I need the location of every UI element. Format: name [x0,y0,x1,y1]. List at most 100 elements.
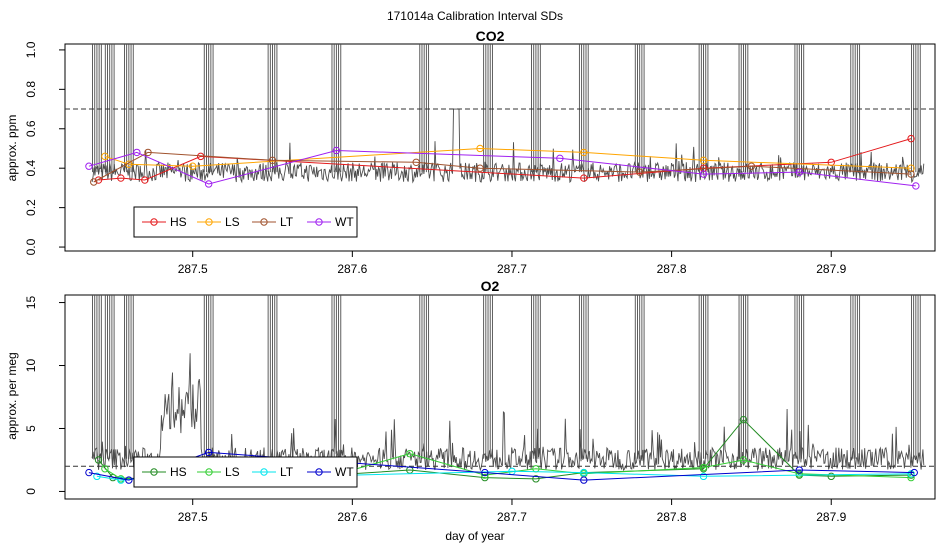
o2-legend-label-hs: HS [170,465,187,479]
o2-series-wt-line [88,451,915,481]
o2-y-tick-label: 10 [24,359,38,373]
o2-legend: HS LS LT WT [133,456,358,488]
o2-legend-items: HS LS LT WT [142,465,354,479]
o2-series-wt-point [795,466,804,474]
co2-series-wt-point [556,154,564,163]
o2-x-tick-label: 287.5 [178,510,208,524]
co2-series-ls-point [580,148,588,157]
o2-legend-marker-hs [150,468,158,476]
co2-series-lt-point [747,162,756,170]
co2-chart-title: CO2 [476,28,505,44]
co2-series-wt-point [332,146,341,155]
o2-x-tick-label: 287.9 [816,510,846,524]
co2-series-lt-point [268,156,277,165]
co2-y-tick-label: 0.4 [24,160,38,177]
co2-legend: HS LS LT WT [133,206,358,238]
o2-series-wt-point [481,468,489,477]
co2-series-lt-point [144,148,152,157]
o2-series-hs-point [94,456,103,464]
o2-series-lt-point [117,476,125,484]
o2-x-tick-label: 287.8 [657,510,687,524]
co2-y-tick-label: 0.6 [24,120,38,137]
co2-series-group [85,134,920,190]
o2-series-hs-point [481,473,489,482]
co2-y-ticks: 0.0 0.2 0.4 0.6 0.8 1.0 [24,41,65,255]
o2-y-tick-label: 15 [24,296,38,310]
o2-x-axis-label: day of year [445,529,504,543]
co2-legend-marker-wt [315,218,323,226]
co2-series-hs-point [141,176,149,184]
co2-series-hs-point [580,174,588,182]
co2-series-ls-point [699,156,708,165]
co2-x-tick-label: 287.7 [497,262,527,276]
co2-x-tick-label: 287.5 [178,262,208,276]
co2-x-tick-label: 287.6 [337,262,367,276]
o2-series-ls-point [739,456,748,464]
o2-y-axis-label: approx. per meg [5,352,19,439]
co2-series-lt-point [412,158,420,166]
co2-raw-trace [91,44,925,184]
co2-legend-label-hs: HS [170,215,187,229]
o2-series-wt-point [204,448,213,457]
co2-x-tick-label: 287.9 [816,262,846,276]
o2-y-ticks: 0 5 10 15 [24,296,65,495]
co2-legend-items: HS LS LT WT [142,215,354,229]
co2-series-hs-point [907,134,915,143]
co2-legend-label-ls: LS [225,215,240,229]
o2-series-wt-point [125,476,133,484]
co2-y-tick-label: 1.0 [24,41,38,58]
co2-y-tick-label: 0.0 [24,238,38,255]
co2-panel: CO2 approx. ppm 0.0 0.2 0.4 0.6 0.8 1.0 287.5… [5,28,936,276]
co2-series-ls-point [101,152,109,161]
o2-legend-label-lt: LT [280,465,294,479]
co2-series-wt-point [795,168,804,176]
co2-legend-label-lt: LT [280,215,294,229]
o2-series-wt-point [580,476,588,484]
o2-panel: O2 approx. per meg day of year 0 5 10 15 28… [5,278,936,543]
co2-series-hs-point [117,174,125,182]
co2-series-hs-point [94,176,103,184]
co2-series-hs-line [98,138,912,181]
o2-series-lt-point [699,472,708,481]
co2-series-ls-line [104,147,912,169]
figure-title: 171014a Calibration Interval SDs [387,9,563,23]
o2-series-lt-point [93,472,101,481]
co2-series-lt-point [907,170,915,178]
co2-series-lt-line [93,151,912,183]
co2-legend-marker-lt [260,218,268,226]
o2-plot-frame [64,294,936,500]
o2-y-tick-label: 0 [24,488,38,495]
co2-legend-label-wt: WT [335,215,354,229]
co2-series-lt-point [635,168,644,176]
co2-legend-marker-hs [150,218,158,226]
co2-series-wt-line [88,149,916,187]
o2-legend-marker-wt [315,468,323,476]
co2-series-ls-point [476,144,484,153]
o2-legend-label-wt: WT [335,465,354,479]
co2-x-ticks: 287.5 287.6 287.7 287.8 287.9 [178,251,847,276]
co2-series-wt-point [133,148,141,157]
o2-chart-title: O2 [481,278,500,294]
o2-series-ls-point [406,449,414,458]
co2-series-ls-point [189,162,197,170]
co2-y-tick-label: 0.2 [24,199,38,216]
o2-series-ls-point [795,470,804,478]
o2-series-lt-point [580,468,588,477]
o2-x-tick-label: 287.7 [497,510,527,524]
o2-x-tick-label: 287.6 [337,510,367,524]
o2-y-tick-label: 5 [24,425,38,432]
co2-x-tick-label: 287.8 [657,262,687,276]
co2-series-lt-point [90,178,98,186]
o2-series-wt-point [910,468,918,477]
co2-series-wt-point [85,162,93,170]
o2-x-ticks: 287.5 287.6 287.7 287.8 287.9 [178,499,847,524]
o2-raw-trace [91,295,925,472]
co2-legend-marker-ls [205,218,213,226]
o2-legend-marker-lt [260,468,268,476]
o2-series-wt-point [85,468,93,477]
o2-series-ls-point [101,465,109,473]
co2-plot-frame [64,43,936,252]
co2-y-axis-label: approx. ppm [5,115,19,182]
co2-series-wt-point [912,182,920,190]
